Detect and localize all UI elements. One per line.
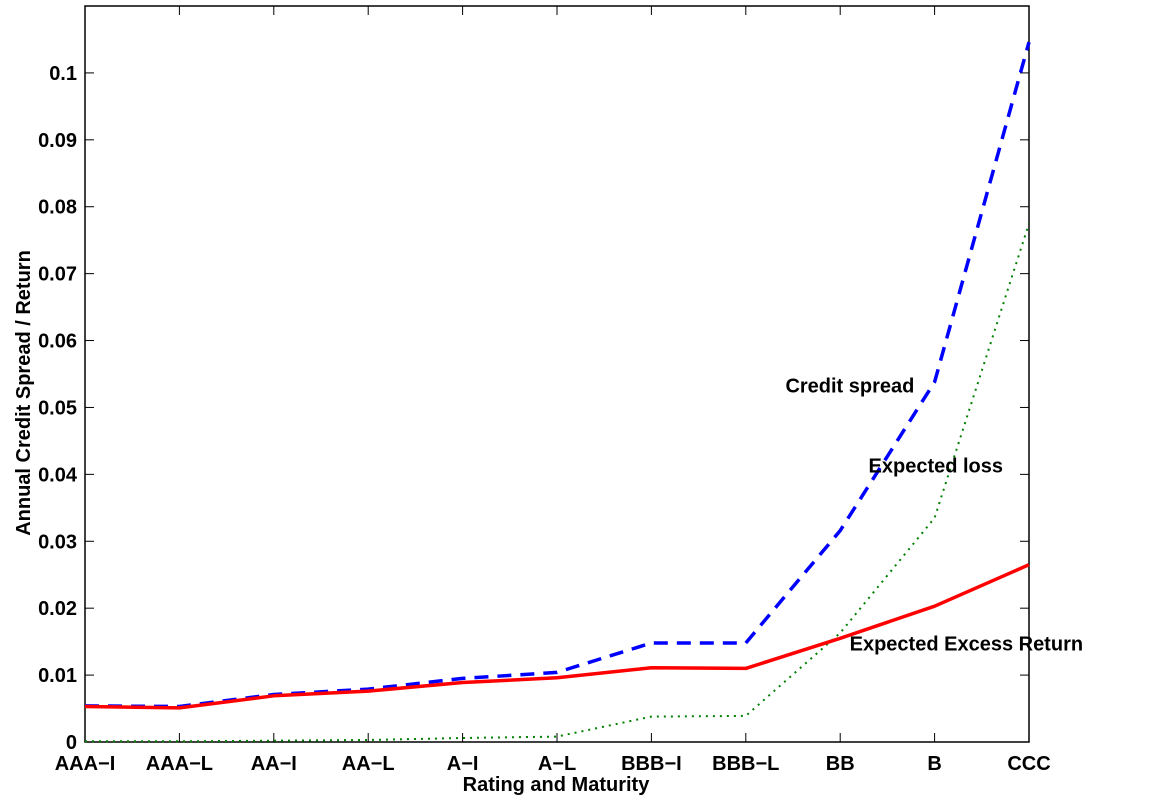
x-axis: AAA−I AAA−L AA−I AA−L A−I A−L BBB−I BBB−L BB B CCC [55,6,1051,775]
x-tick-label: B [927,753,941,775]
y-tick-label: 0.02 [38,598,77,620]
y-tick-label: 0.04 [38,464,78,486]
y-tick-label: 0.07 [38,264,77,286]
y-tick-label: 0.05 [38,397,77,419]
annotation-label: Expected loss [869,455,1004,477]
y-tick-label: 0.01 [38,665,77,687]
x-tick-label: A−I [447,753,479,775]
series-group [84,41,1031,743]
x-tick-label: AA−L [342,753,395,775]
x-tick-label: A−L [538,753,576,775]
x-tick-label: CCC [1007,753,1050,775]
y-tick-label: 0.06 [38,331,77,353]
x-tick-label: AA−I [251,753,297,775]
annotation-label: Credit spread [785,376,914,398]
x-axis-label: Rating and Maturity [463,774,651,796]
plot-frame [84,5,1030,743]
y-tick-label: 0.03 [38,531,77,553]
x-tick-label: BB [826,753,855,775]
x-tick-label: AAA−I [55,753,116,775]
series-credit-spread-line [84,41,1031,709]
y-tick-label: 0.08 [38,197,77,219]
x-tick-label: BBB−I [621,753,682,775]
series-expected-excess-return-line [84,563,1030,710]
y-axis: 0 0.01 0.02 0.03 0.04 0.05 0.06 0.07 0.08 0.09 0.1 [38,63,1029,754]
y-tick-label: 0.09 [38,130,77,152]
x-tick-label: AAA−L [146,753,213,775]
y-axis-label: Annual Credit Spread / Return [13,250,35,536]
y-tick-label: 0.1 [49,63,77,85]
y-tick-label: 0 [66,732,77,754]
annotation-label: Expected Excess Return [850,633,1083,655]
x-tick-label: BBB−L [712,753,779,775]
annotations: Credit spread Expected loss Expected Exces… [785,376,1083,656]
series-expected-loss-line [85,223,1030,743]
